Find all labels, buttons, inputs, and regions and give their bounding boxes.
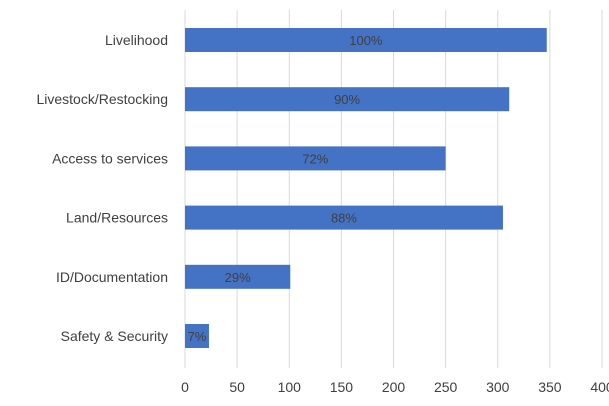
data-label-0: 100%	[349, 33, 383, 48]
x-tick-label-0: 0	[181, 379, 189, 395]
x-tick-label-300: 300	[486, 379, 510, 395]
data-label-5: 7%	[188, 329, 207, 344]
data-label-4: 29%	[225, 270, 251, 285]
category-label-2: Access to services	[52, 150, 168, 166]
category-label-1: Livestock/Restocking	[36, 91, 168, 107]
data-label-3: 88%	[331, 211, 357, 226]
data-label-2: 72%	[302, 151, 328, 166]
category-label-3: Land/Resources	[66, 210, 168, 226]
bar-2	[185, 146, 446, 171]
bar-5	[185, 324, 209, 348]
bar-3	[185, 205, 503, 230]
bars	[185, 28, 547, 348]
gridlines	[184, 10, 603, 368]
x-tick-label-350: 350	[538, 379, 562, 395]
category-label-5: Safety & Security	[61, 328, 168, 344]
x-tick-label-50: 50	[229, 379, 245, 395]
x-tick-label-200: 200	[382, 379, 406, 395]
x-axis-ticks: 0 50 100 150 200 250 300 350 400	[181, 379, 609, 395]
bar-4	[185, 264, 291, 289]
data-label-1: 90%	[334, 92, 360, 107]
x-tick-label-150: 150	[330, 379, 354, 395]
bar-1	[185, 87, 510, 112]
x-tick-label-100: 100	[278, 379, 302, 395]
data-labels: 100% 90% 72% 88% 29% 7%	[188, 33, 383, 344]
category-labels: Livelihood Livestock/Restocking Access to …	[36, 32, 168, 344]
category-label-4: ID/Documentation	[56, 269, 168, 285]
x-tick-label-400: 400	[590, 379, 609, 395]
x-tick-label-250: 250	[434, 379, 458, 395]
category-label-0: Livelihood	[105, 32, 168, 48]
bar-0	[185, 28, 547, 52]
